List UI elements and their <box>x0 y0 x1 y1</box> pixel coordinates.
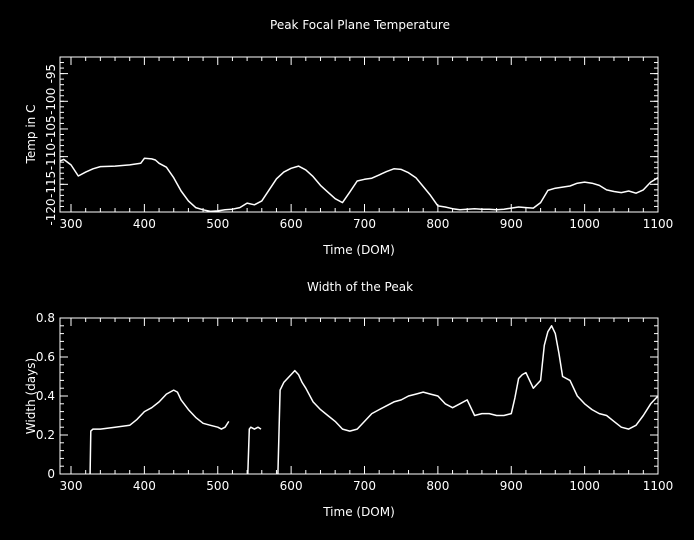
peak-width-chart-series <box>89 325 659 475</box>
peak-width-chart-y-tick-label: 0.8 <box>36 311 55 325</box>
temperature-chart-x-tick-label: 300 <box>60 217 83 231</box>
peak-width-chart-y-tick-label: 0.2 <box>36 428 55 442</box>
peak-width-chart-x-tick-label: 1100 <box>643 479 674 493</box>
peak-width-chart-y-ticks: 0 0.2 0.4 0.6 0.8 <box>36 311 658 481</box>
temperature-chart-y-tick-label: -115 <box>44 171 58 198</box>
peak-width-chart: Width of the Peak 300 400 500 600 700 800 900 1… <box>24 280 673 519</box>
temperature-chart-series <box>59 157 659 213</box>
peak-width-chart-x-tick-label: 800 <box>426 479 449 493</box>
peak-width-chart-series-line-2 <box>247 426 262 475</box>
temperature-chart-y-tick-label: -120 <box>44 198 58 225</box>
peak-width-chart-y-tick-label: 0 <box>47 467 55 481</box>
peak-width-chart-x-tick-label: 300 <box>60 479 83 493</box>
peak-width-chart-x-tick-label: 900 <box>500 479 523 493</box>
peak-width-chart-x-tick-label: 600 <box>280 479 303 493</box>
temperature-chart-y-ticks: -120-115-110-105-100 -95 <box>44 56 658 226</box>
peak-width-chart-title: Width of the Peak <box>307 280 413 294</box>
temperature-chart-series-line-1 <box>59 157 659 213</box>
temperature-chart-x-tick-label: 1000 <box>569 217 600 231</box>
peak-width-chart-y-tick-label: 0.4 <box>36 389 55 403</box>
peak-width-chart-x-axis-label: Time (DOM) <box>322 505 395 519</box>
temperature-chart-x-tick-label: 900 <box>500 217 523 231</box>
peak-width-chart-x-ticks: 300 400 500 600 700 800 900 1000 1100 <box>60 318 674 493</box>
peak-width-chart-x-tick-label: 700 <box>353 479 376 493</box>
temperature-chart: Peak Focal Plane Temperature 300 400 500 60… <box>24 18 673 257</box>
peak-width-chart-y-tick-label: 0.6 <box>36 350 55 364</box>
peak-width-chart-y-axis-label: Width (days) <box>24 358 38 434</box>
temperature-chart-y-axis-label: Temp in C <box>24 105 38 165</box>
temperature-chart-x-tick-label: 400 <box>133 217 156 231</box>
temperature-chart-title: Peak Focal Plane Temperature <box>270 18 450 32</box>
peak-width-chart-series-line-1 <box>89 389 230 475</box>
temperature-chart-x-tick-label: 500 <box>206 217 229 231</box>
temperature-chart-x-tick-label: 600 <box>280 217 303 231</box>
temperature-chart-y-tick-label: -95 <box>44 64 58 84</box>
temperature-chart-x-tick-label: 1100 <box>643 217 674 231</box>
peak-width-chart-x-tick-label: 1000 <box>569 479 600 493</box>
temperature-chart-x-ticks: 300 400 500 600 700 800 900 1000 1100 <box>60 57 674 231</box>
temperature-chart-x-axis-label: Time (DOM) <box>322 243 395 257</box>
peak-width-chart-x-tick-label: 500 <box>206 479 229 493</box>
peak-width-chart-x-tick-label: 400 <box>133 479 156 493</box>
temperature-chart-y-tick-label: -100 <box>44 88 58 115</box>
peak-width-chart-series-line-3 <box>277 325 659 475</box>
temperature-chart-y-tick-label: -105 <box>44 115 58 142</box>
temperature-chart-x-tick-label: 800 <box>426 217 449 231</box>
temperature-chart-y-tick-label: -110 <box>44 143 58 170</box>
temperature-chart-x-tick-label: 700 <box>353 217 376 231</box>
